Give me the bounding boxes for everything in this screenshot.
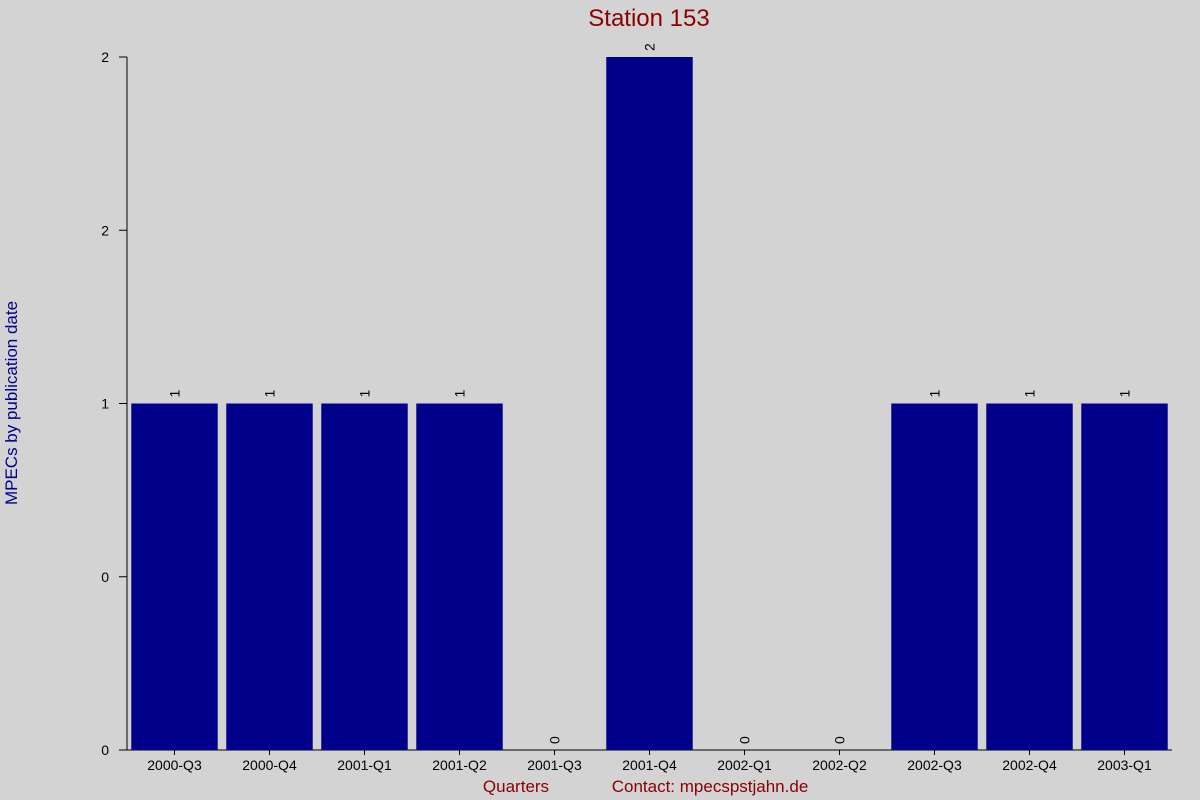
bar (891, 403, 978, 750)
value-label: 1 (1117, 390, 1133, 398)
bar (986, 403, 1073, 750)
x-tick-label: 2002-Q1 (717, 757, 772, 773)
value-label: 1 (1022, 390, 1038, 398)
bar (606, 57, 693, 750)
x-axis-title: Quarters (483, 777, 549, 796)
bar (131, 403, 218, 750)
chart-title: Station 153 (588, 5, 709, 32)
x-tick-label: 2001-Q4 (622, 757, 677, 773)
y-tick-label: 2 (101, 49, 109, 65)
bar (1081, 403, 1168, 750)
x-tick-label: 2001-Q2 (432, 757, 487, 773)
value-label: 2 (642, 43, 658, 51)
value-label: 0 (737, 736, 753, 744)
x-tick-label: 2000-Q4 (242, 757, 297, 773)
value-label: 1 (262, 390, 278, 398)
y-tick-label: 1 (101, 396, 109, 412)
x-tick-label: 2000-Q3 (147, 757, 202, 773)
value-label: 1 (452, 390, 468, 398)
contact: Contact: mpecspstjahn.de (612, 777, 809, 796)
bar (226, 403, 313, 750)
value-label: 0 (832, 736, 848, 744)
value-label: 1 (927, 390, 943, 398)
x-tick-label: 2001-Q3 (527, 757, 582, 773)
bar (416, 403, 503, 750)
value-label: 1 (357, 390, 373, 398)
x-tick-label: 2002-Q2 (812, 757, 867, 773)
y-tick-label: 2 (101, 222, 109, 238)
x-tick-label: 2002-Q4 (1002, 757, 1057, 773)
x-tick-label: 2003-Q1 (1097, 757, 1152, 773)
y-tick-label: 0 (101, 569, 109, 585)
x-tick-label: 2001-Q1 (337, 757, 392, 773)
x-tick-label: 2002-Q3 (907, 757, 962, 773)
value-label: 1 (167, 390, 183, 398)
y-axis-title: MPECs by publication date (2, 301, 21, 505)
y-tick-label: 0 (101, 742, 109, 758)
value-label: 0 (547, 736, 563, 744)
bar (321, 403, 408, 750)
